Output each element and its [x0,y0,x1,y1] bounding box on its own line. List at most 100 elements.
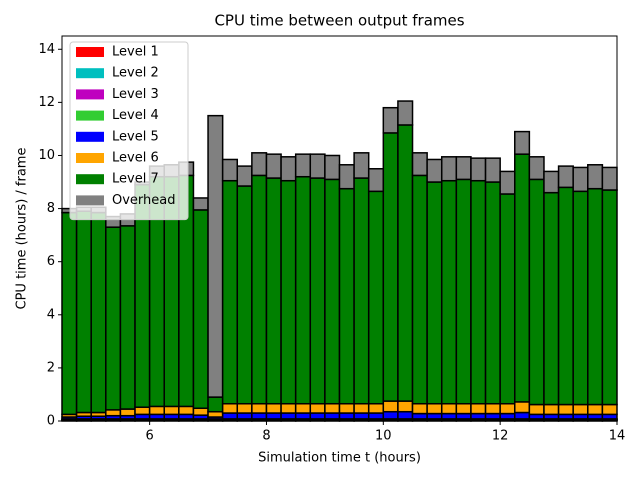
bar-segment [587,164,604,190]
legend-label: Level 7 [112,172,159,187]
bar-segment [426,158,443,183]
bar-segment [455,156,472,181]
bar-segment [382,400,399,413]
bar-segment [470,412,487,420]
bar-segment [236,185,253,405]
bar-segment [440,156,458,182]
bar-segment [119,408,136,417]
y-axis-label: CPU time (hours) / frame [15,148,30,310]
x-tick-label: 14 [609,429,626,444]
bar-segment [543,170,560,194]
bar-segment [265,412,282,420]
x-tick-label: 8 [262,429,270,444]
bar-segment [367,402,385,414]
x-axis-label: Simulation time t (hours) [258,451,421,466]
legend-swatch [76,110,104,121]
legend-label: Level 1 [112,45,159,60]
bar-segment [207,114,224,398]
bar-segment [440,179,458,405]
bar-segment [514,130,531,155]
bar-segment [221,179,239,405]
bar-segment [514,153,531,403]
bar-segment [163,405,180,416]
bar-segment [338,412,355,420]
bar-segment [557,403,574,416]
bar-segment [324,412,341,420]
legend-label: Level 2 [112,66,159,81]
bar-segment [426,402,443,415]
bar-segment [294,153,312,178]
y-tick-label: 8 [47,201,55,216]
bar-segment [280,402,297,414]
bar-segment [470,157,487,182]
legend-swatch [76,68,104,79]
bar-segment [601,403,618,416]
bar-segment [192,197,209,211]
bar-segment [251,412,268,420]
bar-segment [280,156,297,182]
bar-segment [280,412,297,420]
bar-segment [484,412,501,420]
legend-swatch [76,131,104,142]
bar-segment [528,178,545,406]
bar-segment [557,186,574,406]
y-tick-label: 10 [38,148,55,163]
bar-segment [411,174,428,405]
bar-segment [572,403,589,416]
bar-segment [455,402,472,415]
bar-segment [455,412,472,420]
bar-segment [265,177,282,405]
chart-title: CPU time between output frames [214,12,464,30]
bar-segment [397,400,414,413]
bar-segment [192,209,209,410]
bar-segment [207,410,224,418]
bar-segment [528,156,545,181]
legend-swatch [76,47,104,57]
bar-segment [251,174,268,405]
bar-segment [455,178,472,405]
bar-segment [411,412,428,420]
bar-segment [411,152,428,177]
bar-segment [353,152,370,179]
bar-segment [382,106,399,134]
x-tick-label: 10 [375,429,392,444]
bar-segment [426,181,443,405]
legend-label: Level 3 [112,87,159,102]
y-tick-label: 4 [47,307,55,322]
bar-segment [440,402,458,415]
bar-segment [105,409,122,417]
bar-segment [294,175,312,405]
bar-segment [587,403,604,416]
bar-segment [236,402,253,414]
bar-segment [221,412,239,420]
bar-segment [75,210,92,414]
bar-segment [411,402,428,415]
bar-segment [367,168,385,193]
bar-segment [514,401,531,414]
bar-segment [324,154,341,181]
bar-segment [338,187,355,405]
bar-segment [353,412,370,420]
bar-segment [294,412,312,420]
bar-segment [397,100,414,126]
bar-segment [61,211,78,416]
legend-label: Overhead [112,193,176,208]
bar-segment [338,402,355,414]
x-tick-label: 6 [145,429,153,444]
bar-segment [251,152,268,177]
bar-segment [557,165,574,189]
bar-segment [338,164,355,190]
bar-segment [221,402,239,414]
bar-segment [367,412,385,420]
bar-segment [514,411,531,420]
bar-segment [236,165,253,187]
bar-segment [192,407,209,416]
bar-segment [309,153,326,179]
bar-segment [499,412,516,420]
y-tick-label: 2 [47,360,55,375]
bar-segment [601,189,618,406]
bar-segment [470,402,487,415]
bar-segment [105,226,122,411]
bar-segment [543,403,560,416]
